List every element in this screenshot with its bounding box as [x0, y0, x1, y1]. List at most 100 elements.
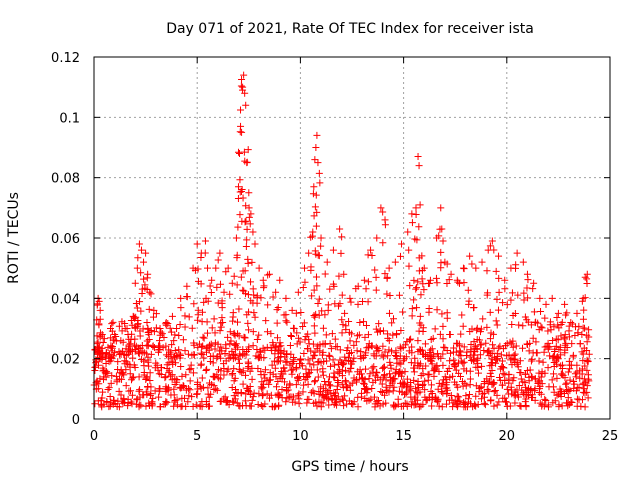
data-point: [386, 291, 394, 299]
data-point: [537, 373, 545, 381]
data-point: [439, 350, 447, 358]
data-point: [144, 341, 152, 349]
data-point: [216, 398, 224, 406]
data-point: [493, 321, 501, 329]
data-point: [424, 376, 432, 384]
data-point: [359, 379, 367, 387]
data-point: [230, 365, 238, 373]
data-point: [114, 358, 122, 366]
data-point: [390, 375, 398, 383]
data-point: [523, 316, 531, 324]
data-point: [153, 361, 161, 369]
data-point: [343, 400, 351, 408]
data-point: [304, 356, 312, 364]
data-point: [262, 317, 270, 325]
data-point: [109, 400, 117, 408]
data-point: [310, 389, 318, 397]
data-point: [282, 350, 290, 358]
data-point: [122, 351, 130, 359]
data-point: [442, 400, 450, 408]
data-point: [146, 369, 154, 377]
data-point: [421, 340, 429, 348]
data-point: [439, 389, 447, 397]
data-point: [301, 278, 309, 286]
data-point: [437, 264, 445, 272]
data-point: [224, 264, 232, 272]
data-point: [466, 375, 474, 383]
data-point: [574, 329, 582, 337]
data-point: [309, 190, 317, 198]
data-point: [147, 326, 155, 334]
data-point: [581, 389, 589, 397]
data-point: [135, 350, 143, 358]
data-point: [573, 309, 581, 317]
data-point: [362, 365, 370, 373]
data-point: [583, 275, 591, 283]
data-point: [486, 242, 494, 250]
data-point: [523, 284, 531, 292]
data-point: [455, 393, 463, 401]
data-point: [282, 311, 290, 319]
data-point: [403, 375, 411, 383]
data-point: [356, 318, 364, 326]
data-point: [95, 321, 103, 329]
data-point: [331, 335, 339, 343]
data-point: [514, 291, 522, 299]
data-point: [293, 340, 301, 348]
data-point: [334, 302, 342, 310]
data-point: [176, 350, 184, 358]
data-point: [487, 358, 495, 366]
data-point: [300, 373, 308, 381]
data-point: [206, 282, 214, 290]
data-point: [519, 344, 527, 352]
data-point: [572, 373, 580, 381]
data-point: [161, 374, 169, 382]
data-point: [465, 391, 473, 399]
data-point: [322, 331, 330, 339]
data-point: [550, 388, 558, 396]
data-point: [241, 218, 249, 226]
data-point: [395, 359, 403, 367]
data-point: [244, 384, 252, 392]
data-point: [346, 294, 354, 302]
data-point: [151, 387, 159, 395]
data-point: [336, 225, 344, 233]
data-point: [269, 370, 277, 378]
data-point: [548, 376, 556, 384]
data-point: [198, 374, 206, 382]
data-point: [460, 343, 468, 351]
data-point: [305, 249, 313, 257]
data-point: [483, 348, 491, 356]
data-point: [326, 352, 334, 360]
data-point: [400, 380, 408, 388]
y-tick-label: 0.04: [51, 292, 80, 307]
data-point: [427, 346, 435, 354]
data-point: [552, 357, 560, 365]
data-point: [130, 361, 138, 369]
data-point: [312, 273, 320, 281]
data-point: [201, 237, 209, 245]
data-point: [168, 358, 176, 366]
data-point: [450, 348, 458, 356]
data-point: [470, 344, 478, 352]
data-point: [290, 324, 298, 332]
data-point: [194, 265, 202, 273]
data-point: [379, 327, 387, 335]
data-point: [269, 293, 277, 301]
data-point: [176, 383, 184, 391]
data-point: [338, 380, 346, 388]
data-point: [223, 397, 231, 405]
data-point: [310, 361, 318, 369]
data-point: [538, 402, 546, 410]
data-point: [566, 376, 574, 384]
data-point: [414, 348, 422, 356]
data-point: [481, 401, 489, 409]
data-point: [321, 270, 329, 278]
data-point: [325, 373, 333, 381]
data-point: [246, 367, 254, 375]
data-point: [565, 322, 573, 330]
data-point: [445, 276, 453, 284]
data-point: [369, 378, 377, 386]
data-point: [466, 252, 474, 260]
data-point: [428, 353, 436, 361]
